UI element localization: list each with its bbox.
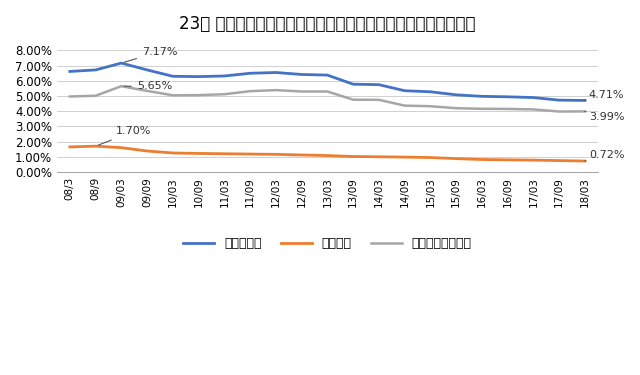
貸出金利 (452, 156, 460, 161)
貸出金利 (92, 144, 99, 148)
イールドギャップ (66, 94, 74, 99)
貸出金利 (246, 152, 254, 156)
貸出金利 (221, 152, 228, 156)
貸出金利 (375, 154, 383, 159)
貸出金利 (169, 151, 177, 155)
貸出金利 (581, 159, 589, 163)
表面利回り (504, 94, 511, 99)
イールドギャップ (195, 93, 202, 98)
Text: 0.72%: 0.72% (585, 150, 624, 161)
貸出金利 (143, 149, 151, 153)
イールドギャップ (349, 98, 357, 102)
表面利回り (92, 68, 99, 72)
Text: 4.71%: 4.71% (585, 90, 624, 101)
表面利回り (143, 68, 151, 72)
貸出金利 (272, 152, 280, 157)
Title: 23区 区分マンション表面利回り・イールドギャップ・貸出金利: 23区 区分マンション表面利回り・イールドギャップ・貸出金利 (179, 15, 476, 33)
Text: 1.70%: 1.70% (98, 126, 152, 145)
Text: 5.65%: 5.65% (124, 81, 172, 92)
表面利回り (426, 90, 434, 94)
イールドギャップ (298, 89, 305, 94)
貸出金利 (349, 154, 357, 159)
貸出金利 (529, 158, 537, 162)
イールドギャップ (581, 109, 589, 114)
貸出金利 (298, 153, 305, 157)
Text: 7.17%: 7.17% (124, 46, 177, 62)
貸出金利 (195, 151, 202, 156)
イールドギャップ (556, 109, 563, 114)
イールドギャップ (504, 107, 511, 111)
Legend: 表面利回り, 貸出金利, イールドギャップ: 表面利回り, 貸出金利, イールドギャップ (178, 232, 477, 255)
貸出金利 (118, 146, 125, 150)
イールドギャップ (169, 93, 177, 98)
表面利回り (452, 93, 460, 97)
Text: 3.99%: 3.99% (585, 111, 624, 122)
表面利回り (169, 74, 177, 78)
表面利回り (118, 61, 125, 65)
表面利回り (529, 95, 537, 100)
イールドギャップ (529, 107, 537, 112)
イールドギャップ (375, 98, 383, 102)
表面利回り (478, 94, 486, 99)
イールドギャップ (452, 106, 460, 111)
貸出金利 (324, 153, 332, 158)
表面利回り (221, 74, 228, 78)
表面利回り (401, 88, 408, 93)
貸出金利 (504, 158, 511, 162)
表面利回り (272, 70, 280, 75)
表面利回り (375, 82, 383, 87)
貸出金利 (426, 155, 434, 160)
貸出金利 (401, 155, 408, 159)
表面利回り (556, 98, 563, 102)
イールドギャップ (401, 104, 408, 108)
Line: 貸出金利: 貸出金利 (70, 146, 585, 161)
Line: イールドギャップ: イールドギャップ (70, 86, 585, 111)
表面利回り (66, 69, 74, 74)
表面利回り (581, 98, 589, 103)
表面利回り (349, 82, 357, 87)
Line: 表面利回り: 表面利回り (70, 63, 585, 100)
イールドギャップ (143, 88, 151, 93)
表面利回り (298, 72, 305, 77)
表面利回り (246, 71, 254, 75)
イールドギャップ (118, 84, 125, 88)
イールドギャップ (92, 93, 99, 98)
イールドギャップ (246, 89, 254, 93)
イールドギャップ (221, 92, 228, 96)
表面利回り (324, 73, 332, 77)
イールドギャップ (478, 106, 486, 111)
貸出金利 (66, 145, 74, 149)
イールドギャップ (426, 104, 434, 108)
イールドギャップ (272, 88, 280, 92)
イールドギャップ (324, 89, 332, 94)
貸出金利 (556, 158, 563, 163)
表面利回り (195, 74, 202, 79)
貸出金利 (478, 157, 486, 162)
